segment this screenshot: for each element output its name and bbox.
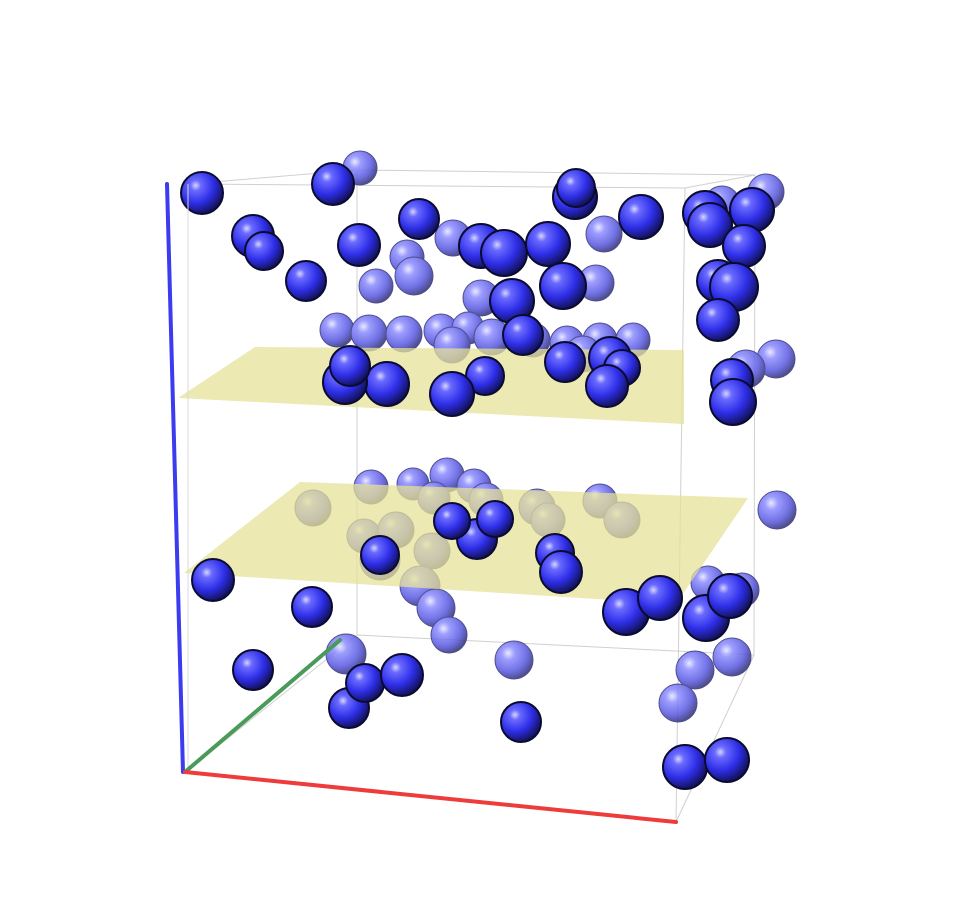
atom xyxy=(696,298,740,342)
atom xyxy=(285,260,327,302)
atom xyxy=(618,194,664,240)
atom xyxy=(385,315,423,353)
y-axis xyxy=(183,638,342,774)
atom xyxy=(232,649,274,691)
atom xyxy=(291,586,333,628)
atom xyxy=(394,256,434,296)
atom xyxy=(360,535,400,575)
atom xyxy=(345,663,385,703)
atom xyxy=(757,490,797,530)
atom xyxy=(311,162,355,206)
atom xyxy=(544,341,586,383)
atom xyxy=(704,737,750,783)
atom xyxy=(358,268,394,304)
z-axis xyxy=(165,182,185,774)
x-axis xyxy=(183,770,678,824)
atom xyxy=(662,744,708,790)
atom xyxy=(500,701,542,743)
atom xyxy=(191,558,235,602)
atom xyxy=(637,575,683,621)
atom xyxy=(350,314,388,352)
atom xyxy=(380,653,424,697)
atom xyxy=(585,215,623,253)
atom xyxy=(675,650,715,690)
atom xyxy=(707,573,753,619)
atom xyxy=(539,550,583,594)
atom xyxy=(585,364,629,408)
front-atoms xyxy=(180,162,775,790)
atom xyxy=(433,502,471,540)
atom xyxy=(658,683,698,723)
atom xyxy=(337,223,381,267)
atom xyxy=(319,312,355,348)
atom xyxy=(329,345,371,387)
atom xyxy=(556,168,596,208)
atom xyxy=(709,378,757,426)
atom xyxy=(429,371,475,417)
atom xyxy=(539,262,587,310)
atom xyxy=(502,314,544,356)
atom xyxy=(364,361,410,407)
atom xyxy=(244,231,284,271)
atom xyxy=(722,224,766,268)
atom xyxy=(476,500,514,538)
atom xyxy=(480,229,528,277)
atom xyxy=(430,616,468,654)
atom xyxy=(525,221,571,267)
atom xyxy=(712,637,752,677)
atom xyxy=(398,198,440,240)
atom xyxy=(180,171,224,215)
atom xyxy=(494,640,534,680)
atom xyxy=(687,202,733,248)
